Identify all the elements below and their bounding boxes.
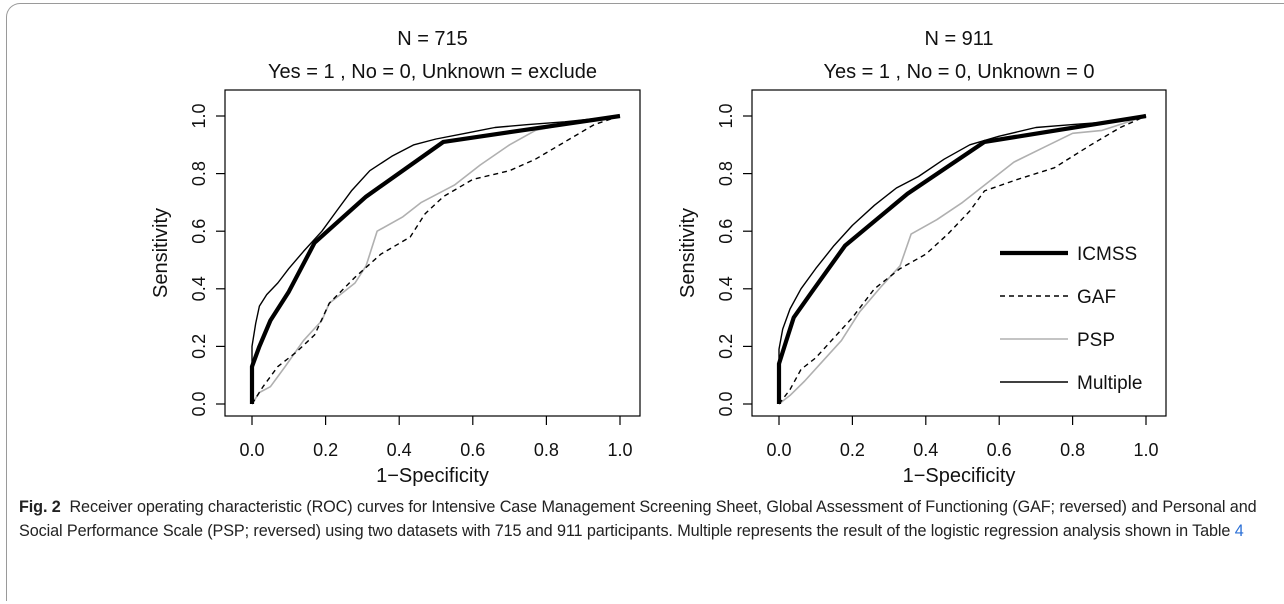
x-tick-label-n911: 0.6 xyxy=(987,440,1012,460)
x-axis-label-n911: 1−Specificity xyxy=(903,465,1016,487)
x-tick-label-n911: 0.0 xyxy=(766,440,791,460)
x-tick-label-n715: 0.6 xyxy=(460,440,485,460)
y-tick-label-n715: 0.4 xyxy=(189,276,209,301)
y-tick-label-n911: 0.2 xyxy=(716,334,736,359)
x-tick-label-n715: 0.0 xyxy=(239,440,264,460)
chart-subtitle-n911: Yes = 1 , No = 0, Unknown = 0 xyxy=(823,61,1094,83)
y-tick-label-n911: 1.0 xyxy=(716,103,736,128)
roc-chart-n715: N = 715 Yes = 1 , No = 0, Unknown = exclu… xyxy=(150,28,1167,487)
x-tick-label-n911: 1.0 xyxy=(1133,440,1158,460)
y-axis-label-n911: Sensitivity xyxy=(677,208,699,298)
x-tick-label-n911: 0.4 xyxy=(913,440,938,460)
x-tick-label-n911: 0.8 xyxy=(1060,440,1085,460)
chart-subtitle-n715: Yes = 1 , No = 0, Unknown = exclude xyxy=(268,61,597,83)
series-line-psp-n911 xyxy=(778,115,1147,405)
y-tick-label-n911: 0.0 xyxy=(716,391,736,416)
y-tick-label-n715: 0.0 xyxy=(189,391,209,416)
y-axis-label-n715: Sensitivity xyxy=(150,208,172,298)
y-tick-label-n911: 0.8 xyxy=(716,161,736,186)
x-axis-label-n715: 1−Specificity xyxy=(376,465,489,487)
caption-label: Fig. 2 xyxy=(19,498,61,516)
figure-caption: Fig. 2 Receiver operating characteristic… xyxy=(19,496,1269,543)
chart-title-n715: N = 715 xyxy=(397,28,468,50)
series-line-multiple-n715 xyxy=(251,115,621,404)
x-tick-label-n911: 0.2 xyxy=(840,440,865,460)
y-tick-label-n715: 0.8 xyxy=(189,161,209,186)
table-reference-link[interactable]: 4 xyxy=(1234,521,1244,540)
x-tick-label-n715: 0.2 xyxy=(313,440,338,460)
series-line-gaf-n715 xyxy=(251,115,621,405)
x-tick-label-n715: 0.8 xyxy=(534,440,559,460)
plot-area-n911 xyxy=(751,89,1167,417)
y-tick-label-n715: 0.6 xyxy=(189,219,209,244)
x-tick-label-n715: 0.4 xyxy=(387,440,412,460)
y-tick-label-n715: 0.2 xyxy=(189,334,209,359)
series-line-icmss-n911 xyxy=(776,113,1147,404)
y-tick-label-n715: 1.0 xyxy=(189,103,209,128)
caption-text: Receiver operating characteristic (ROC) … xyxy=(19,498,1257,540)
series-line-icmss-n715 xyxy=(249,113,621,404)
legend-label-psp: PSP xyxy=(1077,330,1115,351)
chart-title-n911: N = 911 xyxy=(924,28,993,50)
legend-label-gaf: GAF xyxy=(1077,287,1116,308)
legend-label-icmss: ICMSS xyxy=(1077,244,1137,265)
y-tick-label-n911: 0.4 xyxy=(716,276,736,301)
legend-label-multiple: Multiple xyxy=(1077,373,1142,394)
series-line-multiple-n911 xyxy=(778,115,1147,404)
figure-frame xyxy=(6,3,1284,601)
series-line-psp-n715 xyxy=(251,115,621,405)
series-line-gaf-n911 xyxy=(778,115,1147,405)
x-tick-label-n715: 1.0 xyxy=(607,440,632,460)
y-tick-label-n911: 0.6 xyxy=(716,219,736,244)
plot-area-n715 xyxy=(224,89,641,417)
